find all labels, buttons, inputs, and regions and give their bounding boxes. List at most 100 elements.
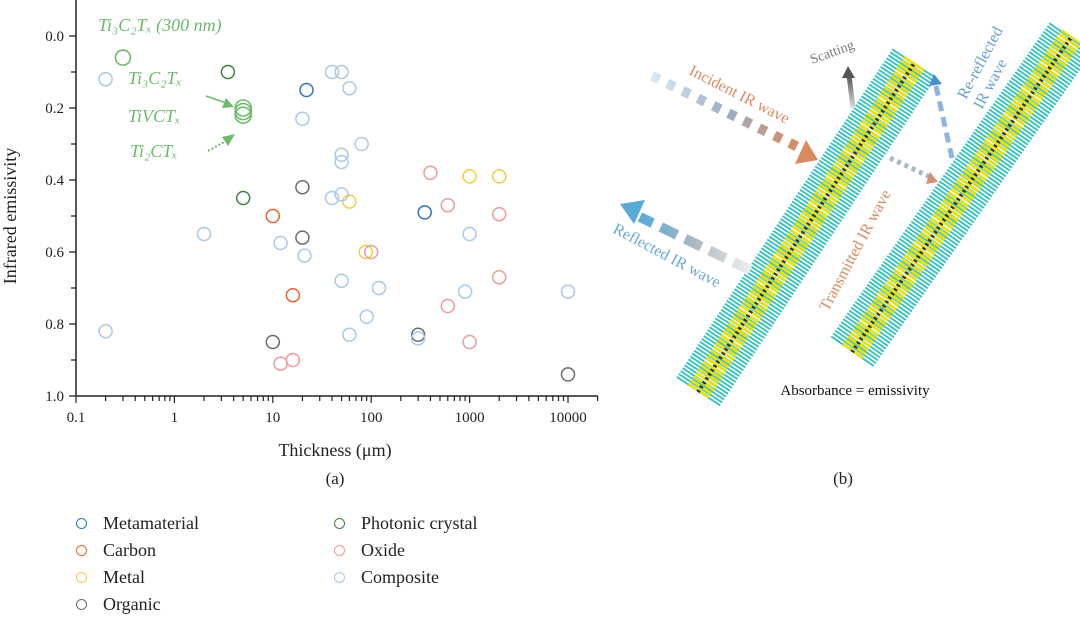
data-point — [324, 190, 340, 206]
data-point — [491, 269, 507, 285]
mxene-layer-2 — [830, 21, 1080, 367]
legend-marker-icon — [76, 518, 87, 529]
data-point — [410, 327, 426, 343]
data-point — [297, 248, 312, 263]
data-point — [234, 106, 252, 124]
scattering-arrow — [842, 66, 856, 109]
data-point — [334, 147, 349, 163]
legend-label: Carbon — [103, 540, 156, 560]
data-points — [98, 49, 576, 382]
annotation-arrow-dotted — [207, 140, 227, 152]
legend-marker-icon — [334, 572, 345, 583]
mxene-layer-1 — [676, 47, 937, 407]
panel-label-a: (a) — [326, 469, 345, 488]
label-re-reflected-1: Re-reflected — [955, 24, 1007, 102]
annotation-arrowhead-dotted — [222, 134, 235, 146]
data-point — [440, 298, 456, 314]
data-point — [285, 352, 301, 368]
data-point — [295, 230, 310, 245]
annotation-ti2ctx: Ti₂CTₓ — [130, 141, 177, 161]
data-point — [334, 273, 349, 289]
data-point — [295, 111, 310, 127]
data-point — [440, 197, 456, 213]
legend-item: Oxide — [334, 540, 405, 561]
data-point — [334, 187, 349, 202]
data-point — [342, 327, 357, 343]
data-point — [491, 169, 507, 184]
data-point — [334, 154, 349, 170]
data-point — [560, 367, 576, 382]
legend-marker-icon — [76, 572, 87, 583]
legend-marker-icon — [334, 518, 345, 529]
y-axis-label: Infrared emissivity — [0, 148, 20, 284]
series-metal — [342, 169, 507, 260]
data-point — [457, 284, 473, 299]
label-incident-ir-wave: Incident IR wave — [686, 62, 792, 127]
legend-label: Photonic crystal — [361, 513, 478, 533]
y-tick-label: 0.2 — [45, 101, 64, 117]
series-carbon — [265, 208, 301, 303]
annotation-arrowhead-solid — [222, 98, 234, 108]
data-point — [235, 190, 251, 206]
data-point — [265, 208, 281, 224]
label-transmitted-ir-wave: Transmitted IR wave — [817, 187, 895, 314]
data-point — [285, 287, 301, 303]
data-point — [234, 102, 252, 121]
incident-arrow — [649, 71, 818, 164]
transmitted-arrow — [888, 155, 938, 184]
legend-label: Metamaterial — [103, 513, 199, 533]
x-tick-label: 10 — [265, 410, 280, 426]
legend-label: Metal — [103, 567, 145, 587]
data-point — [358, 244, 373, 260]
data-point — [273, 356, 288, 371]
series-annotated-mxene — [114, 49, 252, 124]
legend-marker-icon — [76, 599, 87, 610]
label-reflected-ir-wave: Reflected IR wave — [610, 221, 723, 292]
legend-item: Photonic crystal — [334, 513, 477, 534]
legend-label: Oxide — [361, 540, 405, 560]
data-point — [423, 165, 438, 181]
data-point — [114, 49, 132, 66]
series-composite — [98, 64, 576, 346]
y-tick-label: 0.4 — [45, 173, 64, 189]
data-point — [417, 205, 432, 220]
legend-item: Metamaterial — [76, 513, 199, 534]
legend-item: Composite — [334, 567, 439, 588]
data-point — [410, 331, 426, 346]
reflected-arrow — [620, 200, 753, 275]
data-point — [342, 80, 357, 96]
annotation-arrow-solid — [205, 95, 227, 104]
data-point — [234, 99, 252, 117]
series-organic — [265, 179, 576, 382]
legend-item: Carbon — [76, 540, 156, 561]
data-point — [220, 64, 236, 80]
data-point — [98, 323, 113, 339]
data-point — [196, 226, 212, 242]
series-metamaterial — [299, 82, 432, 220]
x-tick-label: 10000 — [549, 410, 587, 426]
data-point — [462, 226, 477, 242]
series-photonic-crystal — [220, 64, 251, 206]
data-point — [273, 235, 288, 251]
y-tick-label: 1.0 — [45, 389, 64, 405]
data-point — [363, 244, 379, 260]
legend-marker-icon — [334, 545, 345, 556]
data-point — [265, 334, 281, 350]
label-re-reflected-2: IR wave — [971, 56, 1011, 111]
label-scattering: Scatting — [808, 38, 856, 68]
axes: 0.0 0.2 0.4 0.6 0.8 1.00.1 1 10 100 1000 10000 — [45, 0, 599, 426]
re-reflected-arrow — [929, 74, 955, 159]
legend-item: Metal — [76, 567, 145, 588]
data-point — [295, 179, 310, 195]
data-point — [359, 309, 374, 325]
series-oxide — [273, 165, 507, 371]
data-point — [98, 71, 113, 87]
data-point — [371, 280, 387, 296]
annotation-tivctx: TiVCTₓ — [128, 106, 180, 126]
x-tick-label: 1 — [171, 410, 179, 426]
data-point — [462, 334, 477, 350]
x-tick-label: 0.1 — [67, 410, 86, 426]
x-tick-label: 100 — [360, 410, 383, 426]
data-point — [342, 194, 357, 209]
label-absorbance: Absorbance = emissivity — [780, 383, 930, 399]
